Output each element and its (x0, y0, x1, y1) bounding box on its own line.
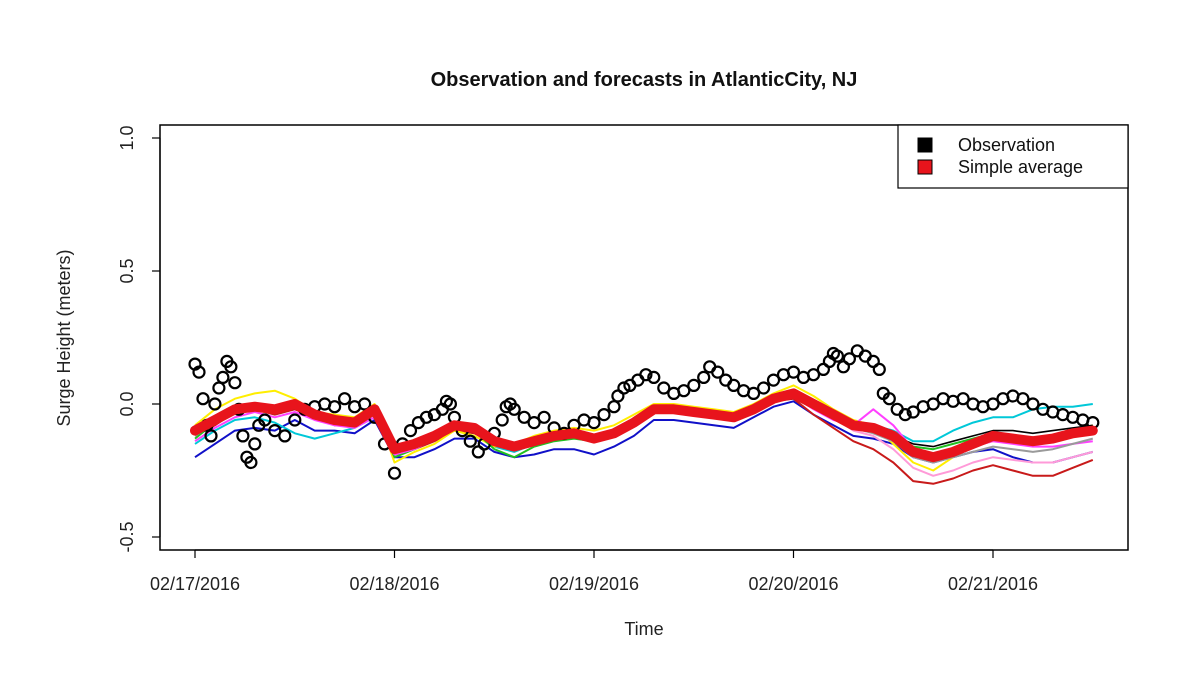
observation-point (1026, 397, 1040, 411)
observation-point (196, 392, 210, 406)
observation-point (882, 392, 896, 406)
x-axis: 02/17/2016 02/18/2016 02/19/2016 02/20/2016… (150, 549, 1038, 594)
x-tick-label: 02/20/2016 (748, 574, 838, 594)
observation-point (806, 368, 821, 382)
observation-point (647, 370, 661, 384)
observation-point (192, 365, 206, 379)
observation-point (358, 397, 372, 411)
observation-point (517, 410, 531, 424)
y-tick-label: 1.0 (117, 125, 137, 150)
observation-point (463, 434, 477, 448)
observation-point (403, 424, 418, 438)
x-tick-label: 02/18/2016 (349, 574, 439, 594)
observation-point (338, 392, 352, 406)
observation-point (208, 397, 222, 411)
observation-point (697, 370, 711, 384)
observation-point (419, 410, 433, 424)
observation-point (495, 413, 509, 427)
observation-point (677, 384, 691, 398)
observation-point (842, 352, 857, 366)
observation-point (443, 397, 457, 411)
legend-swatch-observation (917, 137, 933, 153)
observation-point (258, 413, 272, 427)
y-tick-label: -0.5 (117, 521, 137, 552)
observation-point (1016, 392, 1030, 406)
observation-point (228, 376, 242, 390)
observation-point (687, 378, 701, 392)
observation-point (587, 416, 601, 430)
observation-point (639, 368, 653, 382)
observation-point (906, 405, 920, 419)
observation-point (850, 344, 864, 358)
chart-title: Observation and forecasts in AtlanticCit… (431, 69, 858, 91)
observation-point (328, 400, 342, 414)
observation-point (212, 381, 226, 395)
x-axis-label: Time (624, 619, 663, 639)
observation-point (719, 373, 733, 387)
x-tick-label: 02/19/2016 (549, 574, 639, 594)
observation-point (268, 424, 282, 438)
observation-point (766, 373, 781, 387)
observation-point (746, 386, 761, 400)
x-tick-label: 02/17/2016 (150, 574, 240, 594)
observation-point (711, 365, 725, 379)
observation-points (188, 344, 1100, 480)
observation-point (224, 360, 238, 374)
observation-point (411, 416, 425, 430)
observation-point (607, 400, 621, 414)
observation-point (986, 397, 1000, 411)
observation-point (858, 349, 872, 363)
legend-swatch-simple-average (917, 159, 933, 175)
y-axis-label: Surge Height (meters) (54, 249, 74, 426)
observation-point (657, 381, 671, 395)
observation-point (727, 378, 741, 392)
observation-point (288, 413, 302, 427)
observation-point (597, 408, 611, 422)
observation-point (387, 466, 402, 480)
observation-point (507, 402, 521, 416)
y-axis: -0.5 0.0 0.5 1.0 (117, 125, 161, 553)
observation-point (204, 429, 218, 443)
legend-box (897, 124, 1129, 189)
simple-average-series-line (190, 388, 1098, 463)
observation-point (890, 402, 904, 416)
forecast-series-line (194, 384, 1094, 472)
legend: Observation Simple average (897, 124, 1129, 189)
observation-point (830, 349, 845, 363)
observation-point (216, 370, 230, 384)
observation-point (786, 365, 801, 379)
observation-point (537, 410, 551, 424)
observation-point (617, 381, 631, 395)
observation-point (236, 429, 250, 443)
plot-frame (159, 124, 1129, 551)
observation-point (703, 360, 717, 374)
observation-point (278, 429, 292, 443)
observation-point (527, 416, 541, 430)
observation-point (244, 455, 258, 470)
simple-average-line (190, 388, 1098, 463)
observation-point (956, 392, 970, 406)
observation-point (926, 397, 940, 411)
observation-point (248, 437, 262, 451)
legend-label-simple-average: Simple average (958, 157, 1083, 177)
y-tick-label: 0.0 (117, 391, 137, 416)
y-tick-label: 0.5 (117, 258, 137, 283)
observation-point (756, 381, 771, 395)
observation-point (898, 408, 912, 422)
legend-label-observation: Observation (958, 135, 1055, 155)
x-tick-label: 02/21/2016 (948, 574, 1038, 594)
observation-point (872, 362, 886, 376)
